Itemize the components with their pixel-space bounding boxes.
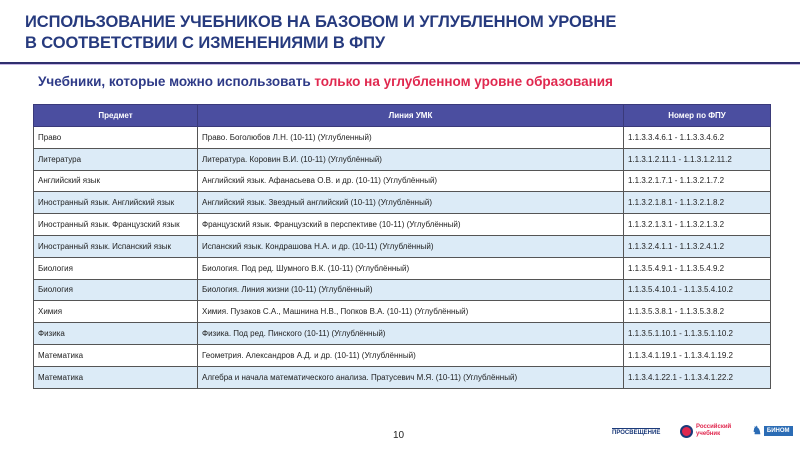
line-cell: Право. Боголюбов Л.Н. (10-11) (Углубленн…	[197, 126, 624, 149]
divider-shadow	[0, 64, 800, 65]
subject-cell: Биология	[33, 278, 198, 302]
fpu-number-cell: 1.1.3.2.1.8.1 - 1.1.3.2.1.8.2	[623, 191, 771, 215]
divider	[0, 62, 800, 64]
line-cell: Французский язык. Французский в перспект…	[197, 213, 624, 236]
logo-r-icon	[680, 424, 693, 438]
line-cell: Биология. Линия жизни (10-11) (Углублённ…	[197, 278, 624, 302]
line-cell: Английский язык. Афанасьева О.В. и др. (…	[197, 169, 624, 193]
header-subject: Предмет	[33, 104, 198, 127]
header-fpu-number: Номер по ФПУ	[623, 104, 771, 127]
line-cell: Алгебра и начала математического анализа…	[197, 365, 624, 389]
line-cell: Геометрия. Александров А.Д. и др. (10-11…	[197, 343, 624, 367]
logo-binom-text: БИНОМ	[763, 425, 793, 436]
logo-rossiysky-text: Российский учебник	[696, 424, 732, 437]
table-row: Иностранный язык. Французский язык Францу…	[33, 213, 771, 236]
subject-cell: Право	[33, 126, 198, 149]
logo-binom-figure-icon: ♞	[752, 425, 762, 437]
subject-cell: Иностранный язык. Испанский язык	[33, 234, 198, 258]
fpu-number-cell: 1.1.3.3.4.6.1 - 1.1.3.3.4.6.2	[623, 126, 771, 149]
line-cell: Физика. Под ред. Пинского (10-11) (Углуб…	[197, 322, 624, 345]
fpu-number-cell: 1.1.3.4.1.22.1 - 1.1.3.4.1.22.2	[623, 365, 771, 389]
fpu-number-cell: 1.1.3.5.3.8.1 - 1.1.3.5.3.8.2	[623, 300, 771, 324]
table-row: Математика Алгебра и начала математическо…	[33, 365, 771, 389]
subject-cell: Иностранный язык. Английский язык	[33, 191, 198, 215]
subject-cell: Математика	[33, 365, 198, 389]
subject-cell: Биология	[33, 256, 198, 280]
table-row: Иностранный язык. Испанский язык Испански…	[33, 234, 771, 258]
table-row: Физика Физика. Под ред. Пинского (10-11) …	[33, 322, 771, 345]
table-row: Биология Биология. Линия жизни (10-11) (У…	[33, 278, 771, 302]
line-cell: Испанский язык. Кондрашова Н.А. и др. (1…	[197, 234, 624, 258]
fpu-number-cell: 1.1.3.5.4.9.1 - 1.1.3.5.4.9.2	[623, 256, 771, 280]
logo-prosveshchenie-text: ПРОСВЕЩЕНИЕ	[612, 430, 661, 436]
fpu-number-cell: 1.1.3.5.1.10.1 - 1.1.3.5.1.10.2	[623, 322, 771, 345]
page-number: 10	[393, 430, 405, 441]
logo-prosveshchenie: ПРОСВЕЩЕНИЕ	[612, 428, 661, 436]
fpu-number-cell: 1.1.3.2.4.1.1 - 1.1.3.2.4.1.2	[623, 234, 771, 258]
logo-binom: ♞ БИНОМ	[752, 424, 793, 437]
line-cell: Химия. Пузаков С.А., Машнина Н.В., Попко…	[197, 300, 624, 324]
table-row: Английский язык Английский язык. Афанасье…	[33, 169, 771, 193]
table-row: Математика Геометрия. Александров А.Д. и …	[33, 343, 771, 367]
subject-cell: Иностранный язык. Французский язык	[33, 213, 198, 236]
header-line: Линия УМК	[197, 104, 624, 127]
subject-cell: Физика	[33, 322, 198, 345]
table-row: Право Право. Боголюбов Л.Н. (10-11) (Углу…	[33, 126, 771, 149]
logo-rossiysky-uchebnik: Российский учебник	[680, 424, 746, 438]
fpu-number-cell: 1.1.3.4.1.19.1 - 1.1.3.4.1.19.2	[623, 343, 771, 367]
table-header-row: Предмет Линия УМК Номер по ФПУ	[33, 104, 771, 127]
subject-cell: Химия	[33, 300, 198, 324]
title-line-1: ИСПОЛЬЗОВАНИЕ УЧЕБНИКОВ НА БАЗОВОМ И УГЛ…	[25, 13, 617, 31]
table-row: Литература Литература. Коровин В.И. (10-1…	[33, 147, 771, 171]
title-line-2: В СООТВЕТСТВИИ С ИЗМЕНЕНИЯМИ В ФПУ	[25, 34, 386, 52]
table-row: Биология Биология. Под ред. Шумного В.К. …	[33, 256, 771, 280]
line-cell: Литература. Коровин В.И. (10-11) (Углубл…	[197, 147, 624, 171]
fpu-number-cell: 1.1.3.2.1.3.1 - 1.1.3.2.1.3.2	[623, 213, 771, 236]
slide-title: ИСПОЛЬЗОВАНИЕ УЧЕБНИКОВ НА БАЗОВОМ И УГЛ…	[25, 12, 616, 54]
textbook-table: Предмет Линия УМК Номер по ФПУ Право Прав…	[33, 104, 771, 389]
table-row: Иностранный язык. Английский язык Английс…	[33, 191, 771, 215]
slide-subtitle: Учебники, которые можно использовать тол…	[38, 74, 613, 89]
subject-cell: Литература	[33, 147, 198, 171]
line-cell: Биология. Под ред. Шумного В.К. (10-11) …	[197, 256, 624, 280]
subject-cell: Математика	[33, 343, 198, 367]
subtitle-normal: Учебники, которые можно использовать	[38, 74, 315, 89]
subject-cell: Английский язык	[33, 169, 198, 193]
fpu-number-cell: 1.1.3.2.1.7.1 - 1.1.3.2.1.7.2	[623, 169, 771, 193]
line-cell: Английский язык. Звездный английский (10…	[197, 191, 624, 215]
fpu-number-cell: 1.1.3.1.2.11.1 - 1.1.3.1.2.11.2	[623, 147, 771, 171]
fpu-number-cell: 1.1.3.5.4.10.1 - 1.1.3.5.4.10.2	[623, 278, 771, 302]
subtitle-highlight: только на углубленном уровне образования	[314, 74, 613, 89]
table-row: Химия Химия. Пузаков С.А., Машнина Н.В., …	[33, 300, 771, 324]
